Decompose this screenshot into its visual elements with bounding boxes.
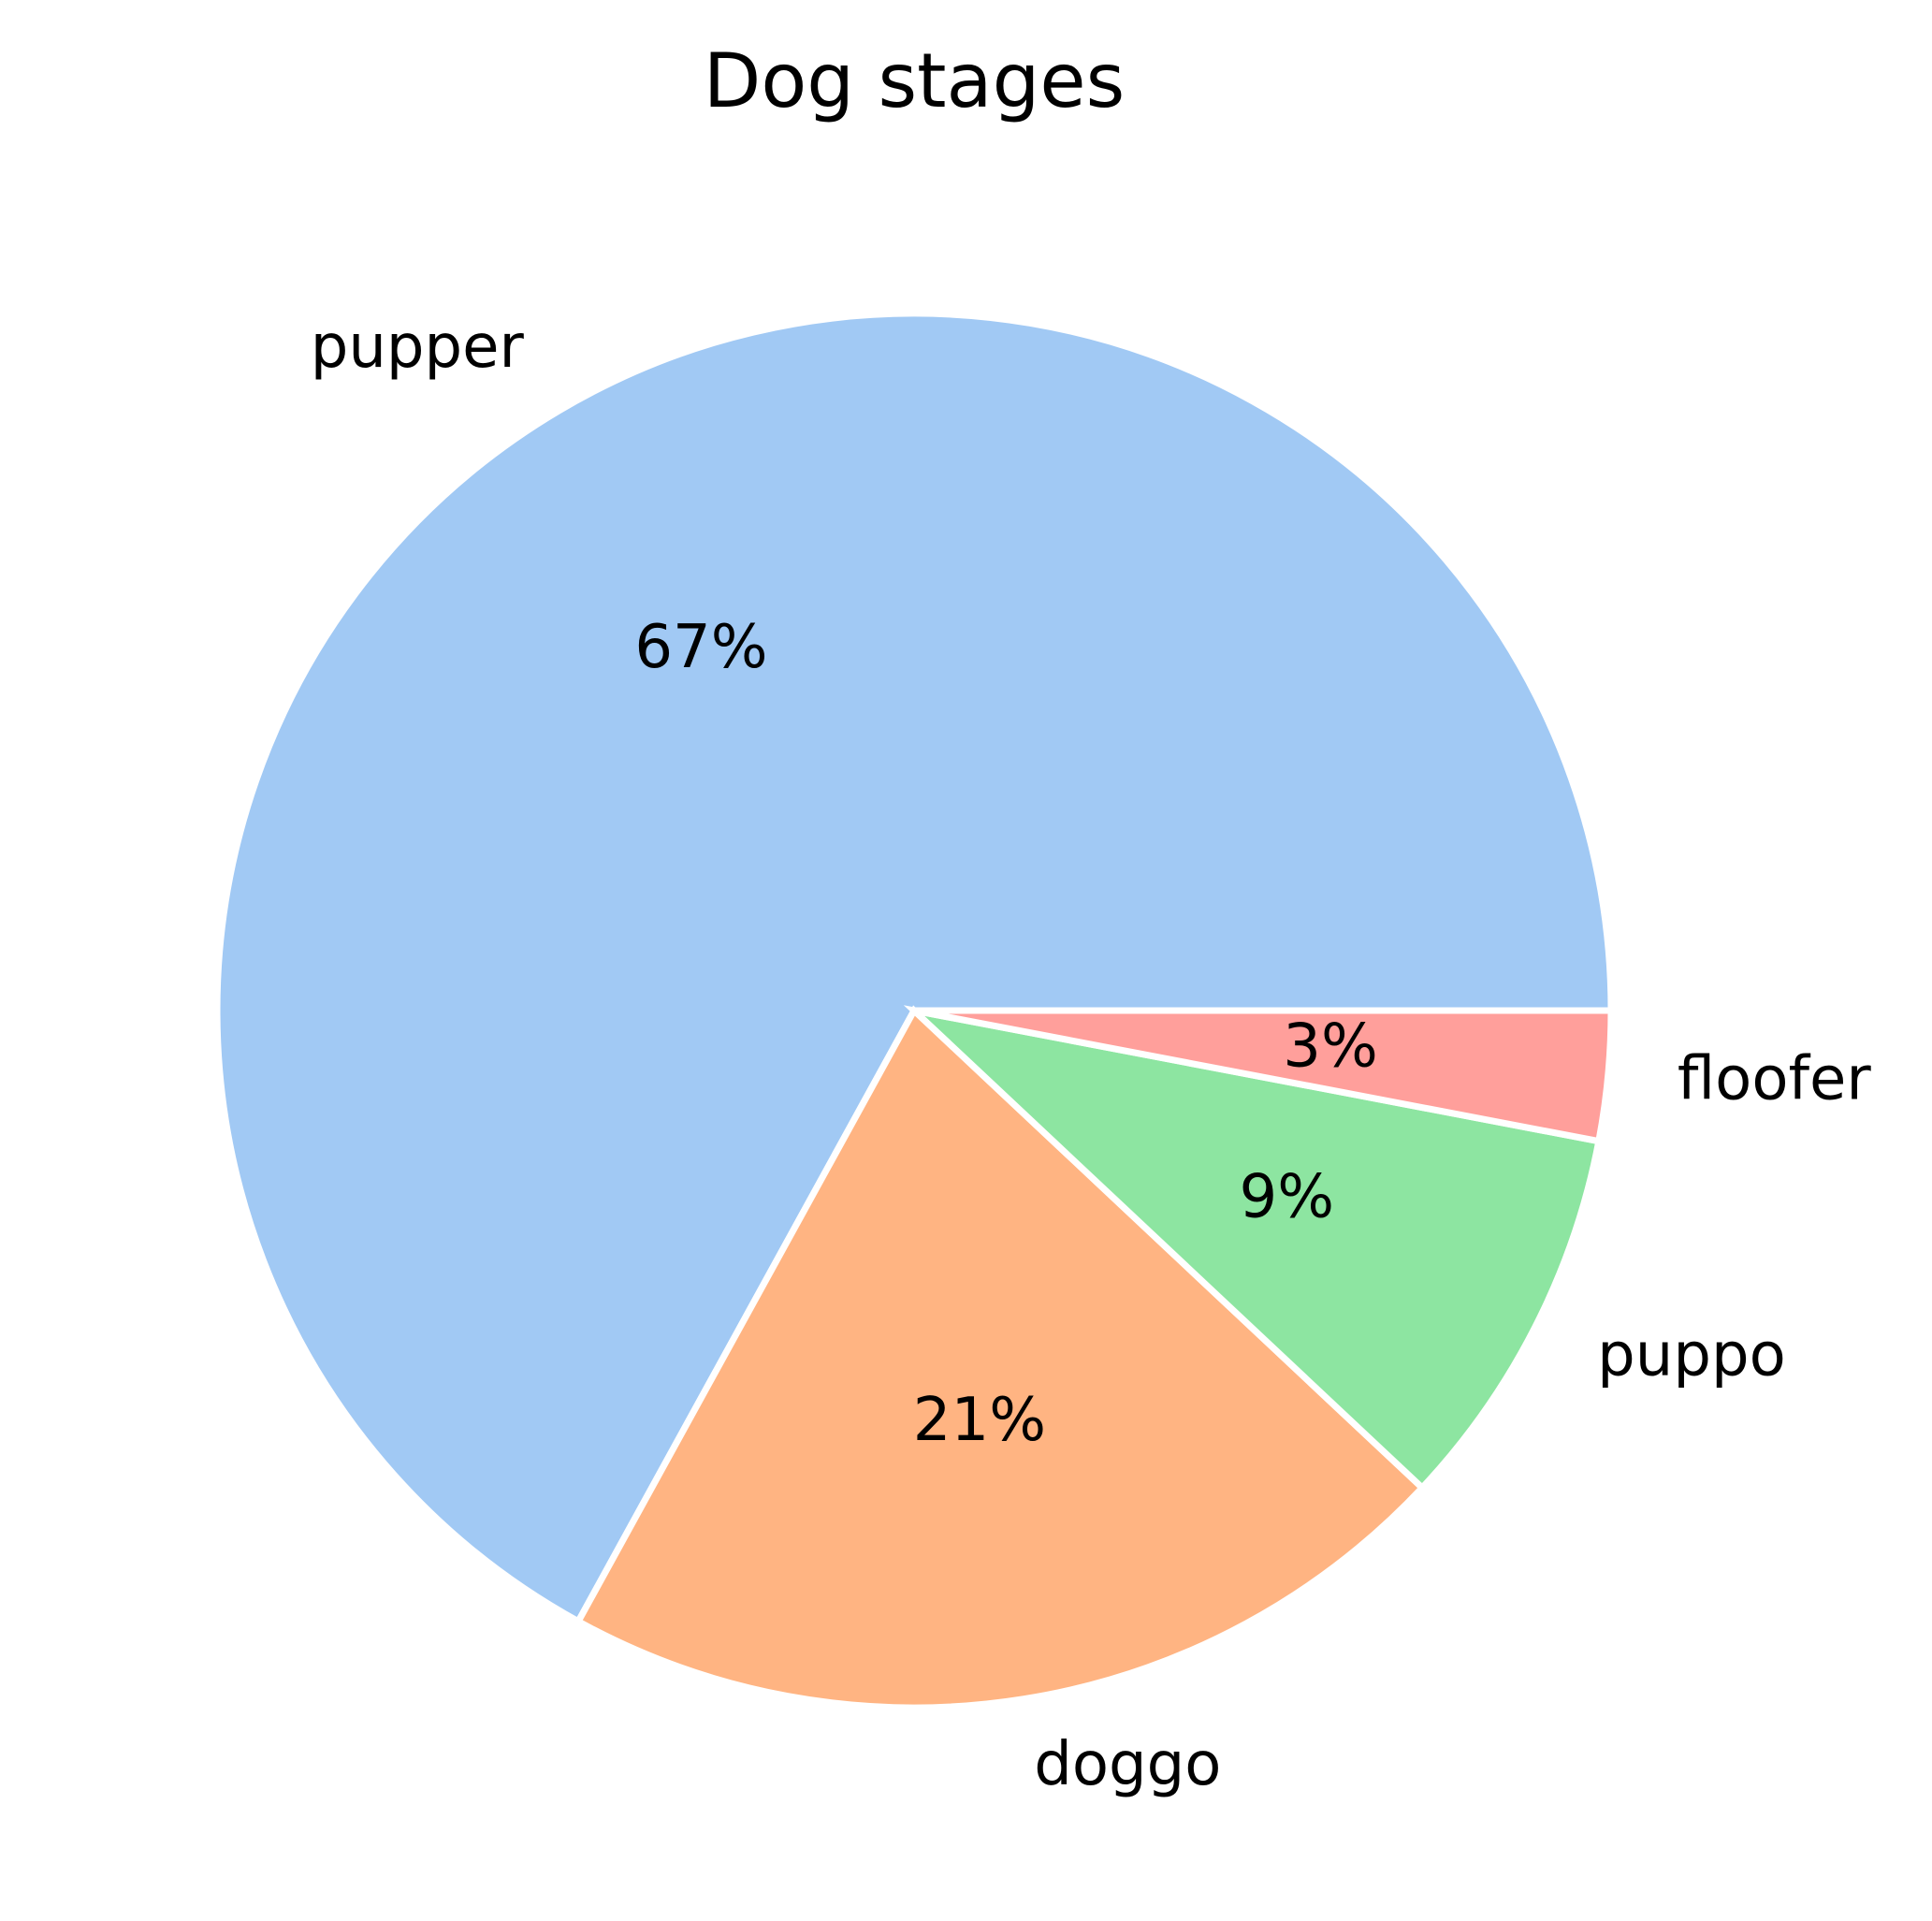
slice-label-puppo: puppo (1597, 1321, 1786, 1390)
percent-label-puppo: 9% (1240, 1163, 1335, 1232)
pie-slices (213, 310, 1615, 1711)
percent-label-pupper: 67% (634, 613, 767, 682)
percent-label-floofer: 3% (1283, 1012, 1378, 1082)
pie-slice-doggo (574, 1005, 1428, 1711)
percent-label-doggo: 21% (913, 1386, 1046, 1455)
pie-slice-pupper (213, 310, 1615, 1626)
slice-label-doggo: doggo (1034, 1730, 1221, 1799)
pie-slice-puppo (903, 1005, 1603, 1492)
pie-labels: pupper 67% doggo 21% puppo 9% floofer 3% (311, 313, 1872, 1799)
slice-label-pupper: pupper (311, 313, 525, 382)
slice-label-floofer: floofer (1678, 1045, 1872, 1114)
chart-title: Dog stages (704, 37, 1126, 124)
pie-slice-floofer (913, 1007, 1615, 1145)
